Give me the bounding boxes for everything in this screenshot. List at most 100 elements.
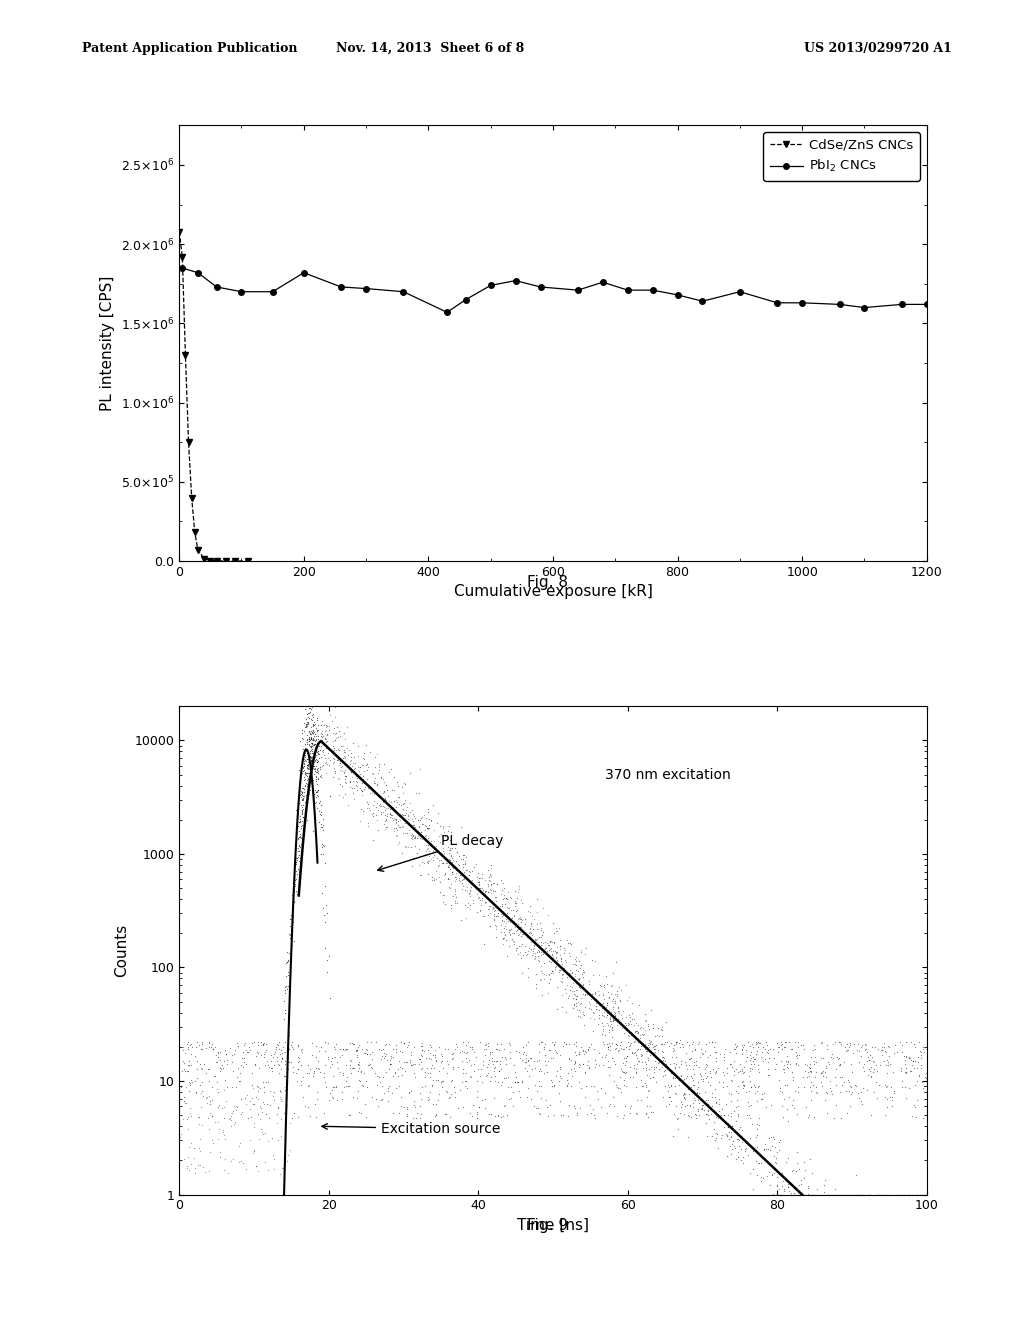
Point [432, 842, 449, 863]
Point [857, 1034, 873, 1055]
Point [631, 1051, 647, 1072]
Point [352, 756, 369, 777]
Point [439, 821, 456, 842]
Point [309, 1088, 326, 1109]
Point [603, 1018, 620, 1039]
Point [294, 784, 310, 805]
Point [719, 1126, 735, 1147]
Point [545, 946, 561, 968]
Point [738, 1081, 755, 1102]
Point [753, 1167, 769, 1188]
Point [440, 1088, 457, 1109]
Point [722, 1053, 738, 1074]
Point [788, 1045, 805, 1067]
Point [408, 816, 424, 837]
Point [654, 1026, 671, 1047]
Point [371, 1067, 387, 1088]
Point [283, 904, 299, 925]
Point [406, 1090, 422, 1111]
Point [301, 727, 317, 748]
Point [326, 739, 342, 760]
Point [382, 803, 398, 824]
Point [544, 944, 560, 965]
PbI2 CNCs [510, 273, 522, 289]
Point [642, 1068, 658, 1089]
Point [855, 1077, 871, 1098]
Point [908, 1057, 925, 1078]
Point [303, 751, 319, 772]
Point [730, 1142, 746, 1163]
Point [912, 1055, 929, 1076]
Point [332, 774, 348, 795]
Point [208, 1051, 224, 1072]
Point [574, 975, 591, 997]
Point [485, 908, 502, 929]
Point [561, 979, 578, 1001]
Point [447, 1034, 464, 1055]
Point [478, 1039, 495, 1060]
Point [818, 1102, 835, 1123]
Point [407, 1067, 423, 1088]
Point [727, 1039, 743, 1060]
Point [733, 1035, 750, 1056]
Point [532, 1060, 549, 1081]
Point [473, 894, 489, 915]
Point [296, 785, 312, 807]
Point [436, 884, 453, 906]
Point [439, 869, 456, 890]
Point [524, 944, 541, 965]
Point [341, 1105, 357, 1126]
Point [404, 829, 421, 850]
Point [552, 1059, 568, 1080]
Point [512, 916, 528, 937]
Point [250, 1081, 266, 1102]
Point [332, 760, 348, 781]
Point [703, 1096, 720, 1117]
Point [198, 1063, 214, 1084]
Point [710, 1057, 726, 1078]
Point [313, 795, 330, 816]
Point [191, 1053, 208, 1074]
Point [329, 1089, 345, 1110]
Point [426, 820, 442, 841]
Point [485, 903, 502, 924]
Point [851, 1041, 867, 1063]
Point [242, 1039, 258, 1060]
Point [324, 1086, 340, 1107]
Point [544, 944, 560, 965]
Point [518, 1051, 535, 1072]
Point [720, 1113, 736, 1134]
Point [249, 1041, 265, 1063]
Point [371, 760, 387, 781]
Point [441, 858, 458, 879]
Point [888, 1184, 904, 1205]
Point [797, 1151, 813, 1172]
Point [604, 1010, 621, 1031]
Point [449, 841, 465, 862]
Point [476, 880, 493, 902]
Point [462, 1036, 478, 1057]
Point [481, 1104, 498, 1125]
Point [302, 755, 318, 776]
Point [544, 961, 560, 982]
Point [314, 808, 331, 829]
Point [912, 1041, 929, 1063]
Point [656, 1034, 673, 1055]
Point [880, 1055, 896, 1076]
Point [733, 1127, 750, 1148]
PbI2 CNCs [460, 292, 472, 308]
Point [759, 1035, 775, 1056]
Point [225, 1061, 242, 1082]
Point [353, 784, 370, 805]
Point [509, 900, 525, 921]
Point [671, 1057, 687, 1078]
Point [445, 1057, 462, 1078]
Point [638, 1074, 654, 1096]
Point [824, 1184, 841, 1205]
Point [803, 1184, 819, 1205]
Point [309, 797, 326, 818]
Point [369, 796, 385, 817]
Point [373, 804, 389, 825]
Point [305, 714, 322, 735]
Point [288, 851, 304, 873]
